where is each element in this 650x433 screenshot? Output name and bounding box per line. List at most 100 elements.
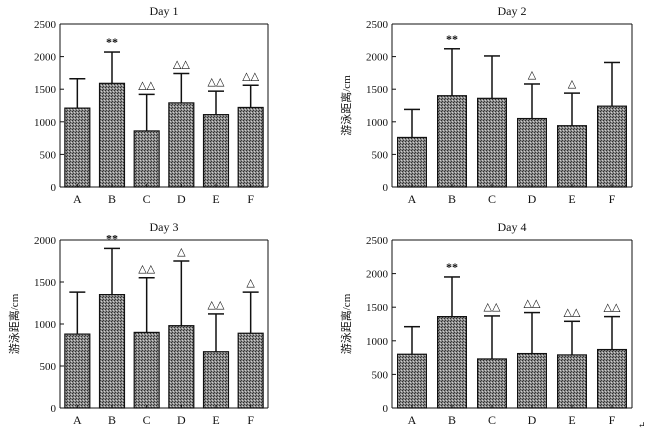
significance-marker: △△ xyxy=(173,59,190,71)
y-tick-label: 1000 xyxy=(34,117,57,129)
x-tick-label: B xyxy=(108,192,116,206)
bar xyxy=(133,130,160,188)
y-tick-label: 2000 xyxy=(366,269,389,281)
y-tick-label: 1500 xyxy=(366,302,389,314)
x-tick-label: A xyxy=(408,192,417,206)
x-tick-label: B xyxy=(448,413,456,427)
y-tick-label: 2000 xyxy=(366,52,389,64)
x-tick-label: F xyxy=(609,192,616,206)
x-tick-label: B xyxy=(108,413,116,427)
significance-marker: ** xyxy=(106,35,118,49)
significance-marker: △ xyxy=(177,246,186,258)
y-tick-label: 500 xyxy=(40,149,57,161)
y-tick-label: 1500 xyxy=(34,277,57,289)
y-tick-label: 2000 xyxy=(34,52,57,64)
x-tick-label: E xyxy=(568,413,575,427)
y-tick-label: 0 xyxy=(383,403,389,415)
bar xyxy=(477,358,508,409)
y-tick-label: 1500 xyxy=(34,84,57,96)
corner-mark: ↵ xyxy=(638,420,646,430)
bar xyxy=(397,136,428,188)
y-tick-label: 0 xyxy=(383,182,389,194)
bar xyxy=(237,332,264,409)
significance-marker: △△ xyxy=(604,302,621,314)
x-tick-label: D xyxy=(177,413,186,427)
bar xyxy=(596,348,627,409)
bar xyxy=(516,117,547,188)
y-tick-label: 500 xyxy=(372,149,389,161)
bar xyxy=(516,352,547,409)
x-tick-label: F xyxy=(247,192,254,206)
x-tick-label: F xyxy=(609,413,616,427)
y-axis-label: 游泳距离/cm xyxy=(339,75,353,136)
bar xyxy=(133,331,160,409)
bar xyxy=(397,353,428,409)
x-tick-label: B xyxy=(448,192,456,206)
significance-marker: △△ xyxy=(208,299,225,311)
significance-marker: △△ xyxy=(564,306,581,318)
bar xyxy=(64,333,91,409)
significance-marker: △ xyxy=(528,69,537,81)
significance-marker: △△ xyxy=(138,79,155,91)
bar xyxy=(237,106,264,188)
bar xyxy=(202,351,230,409)
bar xyxy=(477,97,508,188)
chart-title: Day 3 xyxy=(150,220,179,234)
y-tick-label: 2500 xyxy=(34,19,57,31)
bar xyxy=(168,325,195,409)
x-tick-label: A xyxy=(73,413,82,427)
significance-marker: △ xyxy=(246,277,255,289)
x-tick-label: D xyxy=(528,192,537,206)
significance-marker: △△ xyxy=(138,263,155,275)
y-tick-label: 500 xyxy=(372,369,389,381)
x-tick-label: D xyxy=(528,413,537,427)
y-tick-label: 2500 xyxy=(366,19,389,31)
y-tick-label: 1000 xyxy=(366,117,389,129)
y-tick-label: 0 xyxy=(51,403,57,415)
y-axis-label: 游泳距离/cm xyxy=(339,293,353,354)
chart-panel-1: Day 1 0 500 1000 1500 2000 2500 A B ** C △△ D △△ E △△ F △… xyxy=(34,4,269,206)
bar xyxy=(556,125,587,188)
bar xyxy=(202,114,230,188)
x-tick-label: E xyxy=(568,192,575,206)
y-tick-label: 0 xyxy=(51,182,57,194)
y-tick-label: 500 xyxy=(40,361,57,373)
significance-marker: ** xyxy=(446,32,458,46)
bar xyxy=(64,107,91,188)
chart-title: Day 2 xyxy=(498,4,527,18)
y-tick-label: 1000 xyxy=(34,319,57,331)
bar xyxy=(98,82,126,188)
chart-panel-2: Day 2 0 500 1000 1500 2000 2500 游泳距离/cm A B ** C D △ E… xyxy=(339,4,633,206)
x-tick-label: C xyxy=(488,413,496,427)
significance-marker: △△ xyxy=(208,76,225,88)
significance-marker: ** xyxy=(446,260,458,274)
bar xyxy=(437,95,468,188)
x-tick-label: C xyxy=(488,192,496,206)
significance-marker: △△ xyxy=(242,70,259,82)
x-tick-label: A xyxy=(73,192,82,206)
y-tick-label: 1500 xyxy=(366,84,389,96)
y-tick-label: 2500 xyxy=(366,235,389,247)
y-tick-label: 1000 xyxy=(366,336,389,348)
bar xyxy=(596,105,627,188)
y-tick-label: 2000 xyxy=(34,235,57,247)
x-tick-label: E xyxy=(212,413,219,427)
significance-marker: ** xyxy=(106,231,118,245)
x-tick-label: E xyxy=(212,192,219,206)
significance-marker: △ xyxy=(568,78,577,90)
chart-title: Day 1 xyxy=(150,4,179,18)
bar xyxy=(437,316,468,409)
y-axis-label: 游泳距离/cm xyxy=(7,293,21,354)
bar xyxy=(556,354,587,409)
x-tick-label: C xyxy=(143,413,151,427)
bar xyxy=(168,102,195,188)
x-tick-label: C xyxy=(143,192,151,206)
significance-marker: △△ xyxy=(524,298,541,310)
bar xyxy=(98,294,126,409)
chart-panel-4: Day 4 0 500 1000 1500 2000 2500 游泳距离/cm A B ** C △△ D… xyxy=(339,220,633,427)
chart-title: Day 4 xyxy=(498,220,527,234)
x-tick-label: D xyxy=(177,192,186,206)
significance-marker: △△ xyxy=(484,301,501,313)
